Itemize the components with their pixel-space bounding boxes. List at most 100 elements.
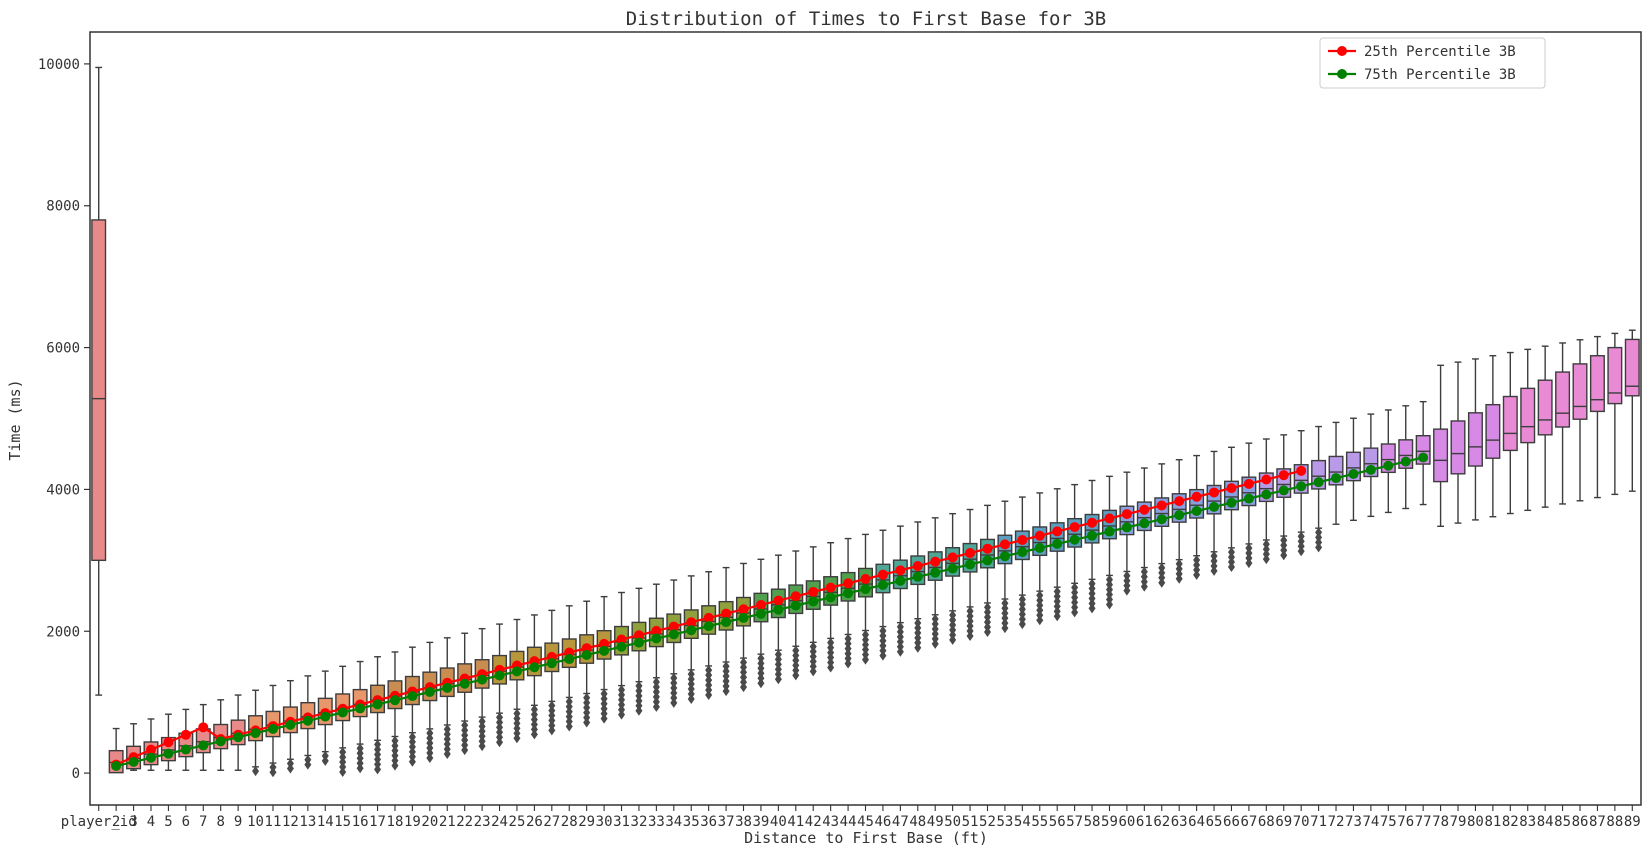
x-tick-label: 43 xyxy=(822,814,839,830)
series-point xyxy=(1069,534,1080,545)
outlier-point xyxy=(356,763,364,774)
x-tick-label: 37 xyxy=(718,814,735,830)
x-tick-label: 17 xyxy=(369,814,386,830)
x-tick-label: 19 xyxy=(404,814,421,830)
series-point xyxy=(686,625,697,636)
box-6 xyxy=(178,708,194,771)
series-point xyxy=(1139,518,1150,529)
series-point xyxy=(999,539,1010,550)
x-tick-label: 33 xyxy=(648,814,665,830)
box-iqr xyxy=(1467,412,1483,467)
series-point xyxy=(860,573,871,584)
series-point xyxy=(1209,487,1220,498)
outlier-point xyxy=(443,749,451,760)
box-iqr xyxy=(1624,338,1640,397)
series-point xyxy=(389,695,400,706)
series-point xyxy=(1139,504,1150,515)
y-tick-label: 0 xyxy=(72,766,80,782)
box-51 xyxy=(962,508,978,641)
box-50 xyxy=(945,512,961,645)
series-point xyxy=(773,604,784,615)
box-81 xyxy=(1485,355,1501,518)
box-44 xyxy=(840,537,856,669)
box-iqr xyxy=(1555,371,1571,428)
series-point xyxy=(215,736,226,747)
x-tick-label: 12 xyxy=(282,814,299,830)
y-tick-label: 2000 xyxy=(46,624,80,640)
outlier-point xyxy=(740,682,748,693)
box-58 xyxy=(1084,479,1100,614)
series-point xyxy=(1052,526,1063,537)
box-35 xyxy=(683,575,699,704)
x-tick-label: 86 xyxy=(1572,814,1589,830)
series-point xyxy=(285,719,296,730)
x-tick-label: 14 xyxy=(317,814,334,830)
outlier-point xyxy=(1001,623,1009,634)
outlier-point xyxy=(374,764,382,775)
outlier-point xyxy=(1227,562,1235,573)
series-point xyxy=(529,662,540,673)
series-point xyxy=(145,752,156,763)
x-tick-label: 80 xyxy=(1467,814,1484,830)
series-point xyxy=(1156,514,1167,525)
legend: 25th Percentile 3B 75th Percentile 3B xyxy=(1319,37,1546,89)
series-point xyxy=(1261,489,1272,500)
series-point xyxy=(860,584,871,595)
x-tick-label: 78 xyxy=(1432,814,1449,830)
series-point xyxy=(965,559,976,570)
box-67 xyxy=(1241,442,1257,569)
series-point xyxy=(755,608,766,619)
x-tick-label: 42 xyxy=(805,814,822,830)
box-52 xyxy=(979,504,995,638)
series-point xyxy=(1104,513,1115,524)
box-64 xyxy=(1189,454,1205,580)
series-point xyxy=(1174,510,1185,521)
series-point xyxy=(267,723,278,734)
legend-marker xyxy=(1337,69,1347,79)
series-point xyxy=(912,561,923,572)
series-point xyxy=(1017,535,1028,546)
series-point xyxy=(198,722,209,733)
series-point xyxy=(1226,483,1237,494)
series-point xyxy=(564,654,575,665)
outlier-point xyxy=(652,701,660,712)
box-46 xyxy=(875,529,891,661)
outlier-point xyxy=(530,729,538,740)
outlier-point xyxy=(1193,569,1201,580)
box-iqr xyxy=(1502,395,1518,452)
series-point xyxy=(407,691,418,702)
box-71 xyxy=(1311,425,1327,553)
box-87 xyxy=(1589,335,1605,499)
box-33 xyxy=(648,583,664,712)
x-tick-label: 53 xyxy=(996,814,1013,830)
box-iqr xyxy=(1607,346,1623,405)
outlier-point xyxy=(1175,573,1183,584)
series-point xyxy=(895,565,906,576)
x-tick-label: 7 xyxy=(199,814,207,830)
x-tick-label: 16 xyxy=(352,814,369,830)
outlier-point xyxy=(618,709,626,720)
box-iqr xyxy=(1433,428,1449,483)
outlier-point xyxy=(391,760,399,771)
series-point xyxy=(163,748,174,759)
x-tick-label: 31 xyxy=(613,814,630,830)
x-tick-label: 81 xyxy=(1484,814,1501,830)
series-point xyxy=(1418,452,1429,463)
x-tick-label: 26 xyxy=(526,814,543,830)
x-tick-label: 61 xyxy=(1136,814,1153,830)
box-88 xyxy=(1607,332,1623,496)
outlier-point xyxy=(513,733,521,744)
box-66 xyxy=(1223,446,1239,573)
box-iqr xyxy=(1485,403,1501,459)
x-tick-label: 20 xyxy=(421,814,438,830)
box-59 xyxy=(1101,475,1117,610)
box-42 xyxy=(805,546,821,677)
box-45 xyxy=(858,533,873,665)
series-point xyxy=(877,569,888,580)
outlier-point xyxy=(635,705,643,716)
x-tick-label: 67 xyxy=(1240,814,1257,830)
outlier-point xyxy=(1245,558,1253,569)
x-tick-label: 27 xyxy=(543,814,560,830)
series-point xyxy=(1365,464,1376,475)
